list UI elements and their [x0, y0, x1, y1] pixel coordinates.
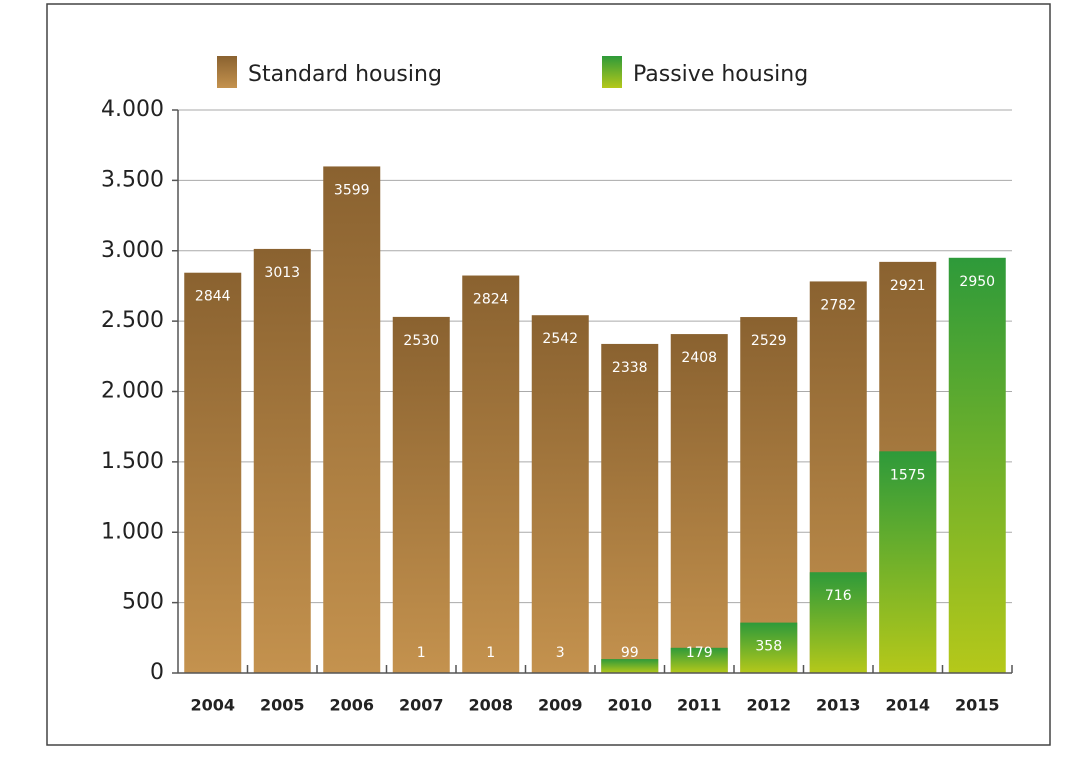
bar — [601, 659, 659, 673]
legend-label: Passive housing — [633, 62, 808, 87]
bar — [740, 317, 798, 673]
data-label: 3013 — [264, 265, 300, 281]
x-tick-label: 2013 — [816, 696, 861, 715]
data-label: 179 — [686, 645, 713, 661]
data-label: 2844 — [195, 289, 231, 305]
data-label: 2824 — [473, 292, 509, 308]
x-tick-label: 2012 — [746, 696, 791, 715]
y-tick-label: 3.000 — [101, 238, 164, 263]
y-tick-label: 4.000 — [101, 97, 164, 122]
x-tick-label: 2011 — [677, 696, 722, 715]
bar — [740, 622, 798, 673]
bar — [462, 275, 520, 673]
bar — [323, 166, 381, 674]
frame — [46, 3, 1051, 746]
data-label: 2950 — [959, 274, 995, 290]
bar — [253, 248, 311, 673]
bar — [670, 647, 728, 673]
x-tick-label: 2007 — [399, 696, 444, 715]
data-label: 1 — [417, 645, 426, 661]
legend-swatch — [602, 56, 622, 88]
bar — [531, 315, 589, 673]
x-tick-label: 2005 — [260, 696, 305, 715]
bar — [809, 572, 867, 673]
x-tick-label: 2008 — [468, 696, 513, 715]
y-tick-label: 0 — [150, 660, 164, 685]
data-label: 2529 — [751, 333, 787, 349]
legend-swatch — [217, 56, 237, 88]
data-label: 2408 — [681, 350, 717, 366]
x-tick-label: 2015 — [955, 696, 1000, 715]
data-label: 2338 — [612, 360, 648, 376]
data-label: 716 — [825, 588, 852, 604]
x-tick-label: 2010 — [607, 696, 652, 715]
y-tick-label: 3.500 — [101, 167, 164, 192]
bar — [184, 272, 242, 673]
bar — [948, 257, 1006, 673]
bar — [392, 316, 450, 673]
x-tick-label: 2004 — [190, 696, 235, 715]
x-tick-label: 2006 — [329, 696, 374, 715]
y-tick-label: 2.000 — [101, 379, 164, 404]
bar — [670, 334, 728, 673]
data-label: 2921 — [890, 278, 926, 294]
bar — [879, 451, 937, 673]
data-label: 3 — [556, 645, 565, 661]
data-label: 2530 — [403, 333, 439, 349]
data-label: 99 — [621, 645, 639, 661]
y-tick-label: 2.500 — [101, 308, 164, 333]
data-label: 1575 — [890, 467, 926, 483]
data-label: 3599 — [334, 182, 370, 198]
data-label: 1 — [486, 645, 495, 661]
y-tick-label: 1.500 — [101, 449, 164, 474]
data-label: 2782 — [820, 297, 856, 313]
x-tick-label: 2014 — [885, 696, 930, 715]
y-tick-label: 500 — [122, 590, 164, 615]
x-tick-label: 2009 — [538, 696, 583, 715]
data-label: 358 — [755, 639, 782, 655]
data-label: 2542 — [542, 331, 578, 347]
legend-label: Standard housing — [248, 62, 442, 87]
y-tick-label: 1.000 — [101, 519, 164, 544]
bar — [601, 343, 659, 673]
